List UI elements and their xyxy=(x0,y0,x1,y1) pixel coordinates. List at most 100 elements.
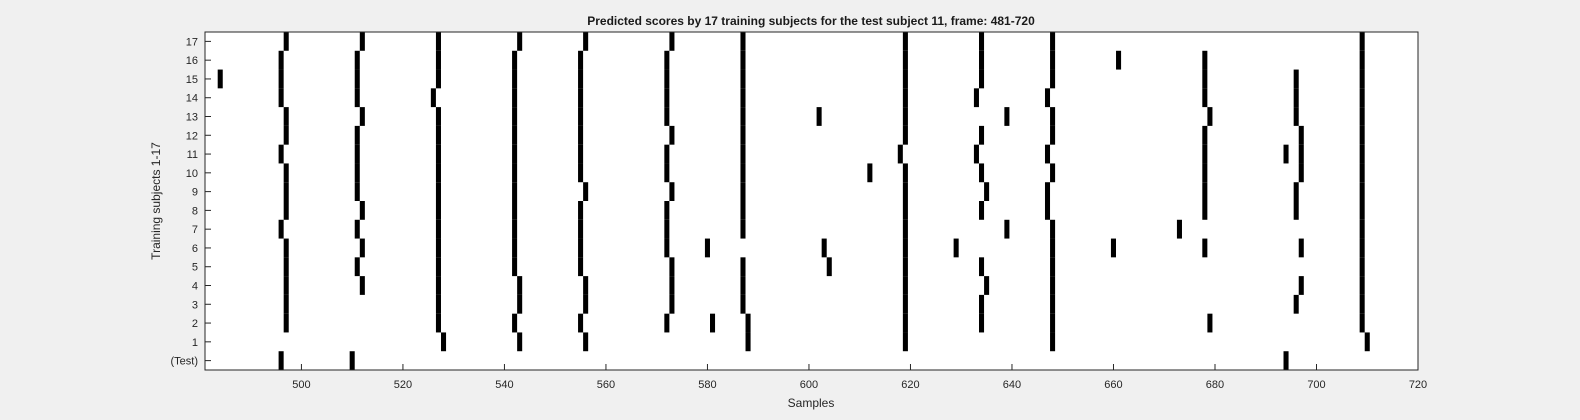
x-tick-label: 600 xyxy=(800,379,818,391)
y-tick-label: (Test) xyxy=(171,356,199,368)
row-3 xyxy=(283,294,1365,314)
y-tick-label: 15 xyxy=(186,74,198,86)
event-mark xyxy=(664,88,670,108)
event-mark xyxy=(435,50,441,70)
event-mark xyxy=(902,294,908,314)
event-mark xyxy=(1050,163,1056,183)
event-mark xyxy=(1359,88,1365,108)
row-11 xyxy=(278,144,1365,164)
y-tick-label: 9 xyxy=(192,187,198,199)
event-mark xyxy=(354,219,360,239)
y-tick-label: 7 xyxy=(192,224,198,236)
y-tick-label: 12 xyxy=(186,130,198,142)
x-tick-label: 700 xyxy=(1307,379,1325,391)
event-mark xyxy=(1050,32,1056,51)
event-mark xyxy=(278,351,284,370)
event-mark xyxy=(902,163,908,183)
event-mark xyxy=(578,50,584,70)
event-mark xyxy=(283,163,289,183)
event-mark xyxy=(1293,182,1299,201)
x-tick-label: 520 xyxy=(394,379,412,391)
event-mark xyxy=(1050,294,1056,314)
event-mark xyxy=(512,88,518,108)
event-mark xyxy=(1359,238,1365,258)
event-mark xyxy=(435,144,441,164)
event-mark xyxy=(583,294,589,314)
event-mark xyxy=(359,201,365,220)
event-mark xyxy=(583,32,589,51)
event-mark xyxy=(1050,332,1056,352)
event-mark xyxy=(1116,50,1122,70)
event-mark xyxy=(664,201,670,220)
event-mark xyxy=(583,276,589,295)
event-mark xyxy=(1202,201,1208,220)
event-mark xyxy=(283,182,289,201)
event-mark xyxy=(902,50,908,70)
event-mark xyxy=(1359,257,1365,277)
event-mark xyxy=(1359,313,1365,333)
x-tick-label: 500 xyxy=(292,379,310,391)
event-mark xyxy=(979,294,985,314)
event-mark xyxy=(740,88,746,108)
event-mark xyxy=(1359,107,1365,126)
event-mark xyxy=(740,125,746,145)
event-mark xyxy=(283,238,289,258)
event-mark xyxy=(278,219,284,239)
event-mark xyxy=(1044,88,1051,108)
x-tick-label: 640 xyxy=(1003,379,1021,391)
event-mark xyxy=(578,257,584,277)
event-mark xyxy=(669,125,675,145)
event-mark xyxy=(359,32,365,51)
event-mark xyxy=(578,107,584,126)
x-tick-label: 660 xyxy=(1104,379,1122,391)
event-mark xyxy=(1359,219,1365,239)
row-9 xyxy=(283,182,1365,201)
row-4 xyxy=(283,276,1365,295)
event-mark xyxy=(1110,238,1116,258)
event-mark xyxy=(278,69,284,89)
event-mark xyxy=(517,332,523,352)
event-mark xyxy=(1293,294,1299,314)
event-mark xyxy=(1044,201,1051,220)
event-mark xyxy=(704,238,710,258)
event-mark xyxy=(578,313,584,333)
event-mark xyxy=(354,163,360,183)
y-tick-label: 10 xyxy=(186,168,198,180)
event-mark xyxy=(1298,144,1304,164)
event-mark xyxy=(1359,144,1365,164)
event-mark xyxy=(902,332,908,352)
event-mark xyxy=(283,313,289,333)
event-mark xyxy=(1004,219,1010,239)
event-mark xyxy=(1202,144,1208,164)
event-mark xyxy=(278,144,284,164)
row-6 xyxy=(283,238,1365,258)
event-mark xyxy=(1359,125,1365,145)
event-mark xyxy=(1050,313,1056,333)
y-tick-label: 3 xyxy=(192,299,198,311)
event-mark xyxy=(435,69,441,89)
event-mark xyxy=(979,313,985,333)
event-mark xyxy=(664,107,670,126)
event-mark xyxy=(902,69,908,89)
event-mark xyxy=(435,125,441,145)
event-mark xyxy=(1050,276,1056,295)
event-mark xyxy=(740,257,746,277)
y-tick-label: 1 xyxy=(192,337,198,349)
event-mark xyxy=(1298,276,1304,295)
event-mark xyxy=(710,313,716,333)
event-mark xyxy=(435,219,441,239)
x-tick-label: 560 xyxy=(597,379,615,391)
event-mark xyxy=(283,201,289,220)
event-mark xyxy=(1202,50,1208,70)
x-axis-ticks: 500 520 540 560 580 600 620 640 660 680 700 720 xyxy=(292,364,1427,391)
event-mark xyxy=(1004,107,1010,126)
row-10 xyxy=(283,163,1365,183)
event-mark xyxy=(902,201,908,220)
event-mark xyxy=(1202,125,1208,145)
x-tick-label: 620 xyxy=(901,379,919,391)
event-mark xyxy=(821,238,827,258)
event-mark xyxy=(1283,351,1289,370)
event-mark xyxy=(979,69,985,89)
event-mark xyxy=(359,107,365,126)
event-mark xyxy=(1050,50,1056,70)
